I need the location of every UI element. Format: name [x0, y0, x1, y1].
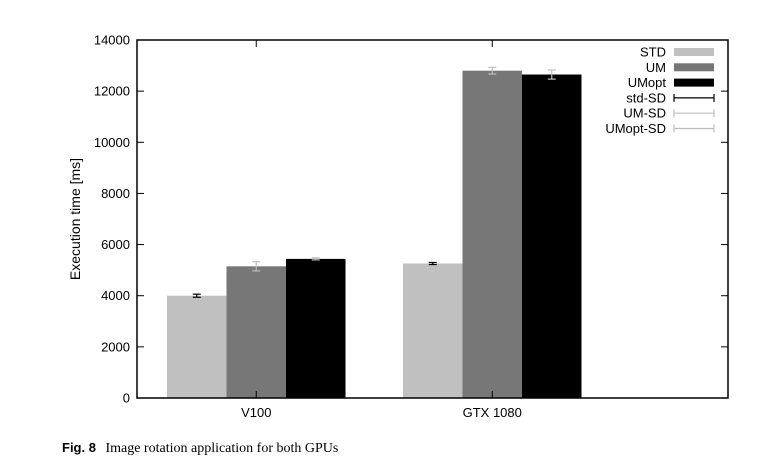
- plot-frame: [136, 39, 729, 399]
- legend-swatch: [674, 63, 714, 72]
- y-tick-label: 4000: [101, 288, 130, 303]
- y-tick-label: 8000: [101, 186, 130, 201]
- error-bars-layer: [192, 66, 556, 298]
- bar: [522, 74, 582, 399]
- figure-caption: Fig. 8 Image rotation application for bo…: [62, 440, 338, 457]
- legend-label: UM-SD: [623, 106, 666, 121]
- y-tick-label: 10000: [94, 135, 130, 150]
- x-tick-label: GTX 1080: [463, 405, 522, 420]
- bar: [167, 295, 227, 398]
- bar: [226, 266, 286, 398]
- figure-label: Fig. 8: [62, 440, 96, 455]
- legend-label: UMopt-SD: [605, 121, 666, 136]
- ticks-layer: 0 2000 4000 6000 8000 10000 12000 14000 V100 GTX …: [94, 33, 728, 420]
- caption-text: Image rotation application for both GPUs: [105, 441, 339, 456]
- bar: [403, 263, 463, 398]
- legend-swatch: [674, 78, 714, 87]
- legend-label: STD: [640, 45, 666, 60]
- legend-label: UM: [646, 60, 666, 75]
- y-tick-label: 2000: [101, 339, 130, 354]
- legend-label: std-SD: [626, 90, 666, 105]
- y-axis-label: Execution time [ms]: [67, 158, 83, 280]
- legend-swatch: [674, 48, 714, 56]
- bar: [286, 258, 346, 398]
- y-tick-label: 12000: [94, 84, 130, 99]
- legend-label: UMopt: [628, 75, 667, 90]
- y-tick-label: 0: [123, 391, 130, 406]
- y-tick-label: 6000: [101, 237, 130, 252]
- bars-layer: [167, 70, 582, 399]
- y-tick-label: 14000: [94, 33, 130, 48]
- bar: [462, 70, 522, 398]
- x-tick-label: V100: [241, 405, 271, 420]
